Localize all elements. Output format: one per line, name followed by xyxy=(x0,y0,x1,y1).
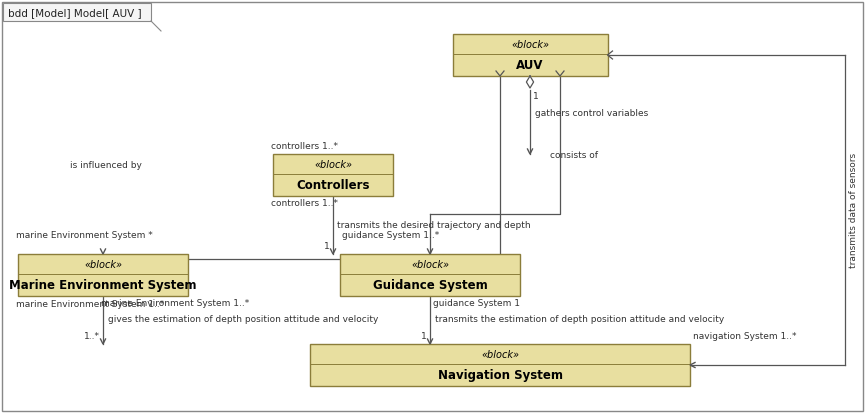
Text: Navigation System: Navigation System xyxy=(438,368,562,382)
Text: marine Environment System 1..*: marine Environment System 1..* xyxy=(16,300,164,309)
Bar xyxy=(273,154,393,196)
Text: «block»: «block» xyxy=(84,259,122,270)
Bar xyxy=(340,254,520,296)
Text: 1: 1 xyxy=(324,242,330,251)
Text: bdd [Model] Model[ AUV ]: bdd [Model] Model[ AUV ] xyxy=(8,8,142,18)
Text: controllers 1..*: controllers 1..* xyxy=(271,199,338,208)
Text: «block»: «block» xyxy=(411,259,449,270)
Text: «block»: «block» xyxy=(481,349,519,359)
Bar xyxy=(18,254,188,296)
Text: gives the estimation of depth position attitude and velocity: gives the estimation of depth position a… xyxy=(108,316,378,325)
Text: «block»: «block» xyxy=(314,159,352,169)
Text: transmits the desired trajectory and depth: transmits the desired trajectory and dep… xyxy=(337,221,530,230)
Text: 1: 1 xyxy=(421,332,427,341)
Text: guidance System 1: guidance System 1 xyxy=(433,299,520,308)
Text: navigation System 1..*: navigation System 1..* xyxy=(693,332,797,341)
Text: «block»: «block» xyxy=(511,40,549,50)
Text: controllers 1..*: controllers 1..* xyxy=(271,142,338,151)
Text: transmits data of sensors: transmits data of sensors xyxy=(849,152,858,268)
Text: gathers control variables: gathers control variables xyxy=(535,109,648,119)
Text: transmits the estimation of depth position attitude and velocity: transmits the estimation of depth positi… xyxy=(435,316,724,325)
Text: Controllers: Controllers xyxy=(296,178,369,192)
Text: AUV: AUV xyxy=(516,59,544,71)
Polygon shape xyxy=(527,76,534,88)
Text: 1: 1 xyxy=(533,92,539,101)
Bar xyxy=(310,344,690,386)
Bar xyxy=(452,34,607,76)
Text: Marine Environment System: Marine Environment System xyxy=(10,279,196,292)
Bar xyxy=(3,3,151,21)
Text: marine Environment System *: marine Environment System * xyxy=(16,231,153,240)
Text: 1..*: 1..* xyxy=(84,332,100,341)
Text: marine Environment System 1..*: marine Environment System 1..* xyxy=(101,299,249,308)
Text: Guidance System: Guidance System xyxy=(373,279,487,292)
Text: guidance System 1..*: guidance System 1..* xyxy=(342,231,439,240)
Text: is influenced by: is influenced by xyxy=(70,161,142,169)
Text: consists of: consists of xyxy=(550,150,598,159)
